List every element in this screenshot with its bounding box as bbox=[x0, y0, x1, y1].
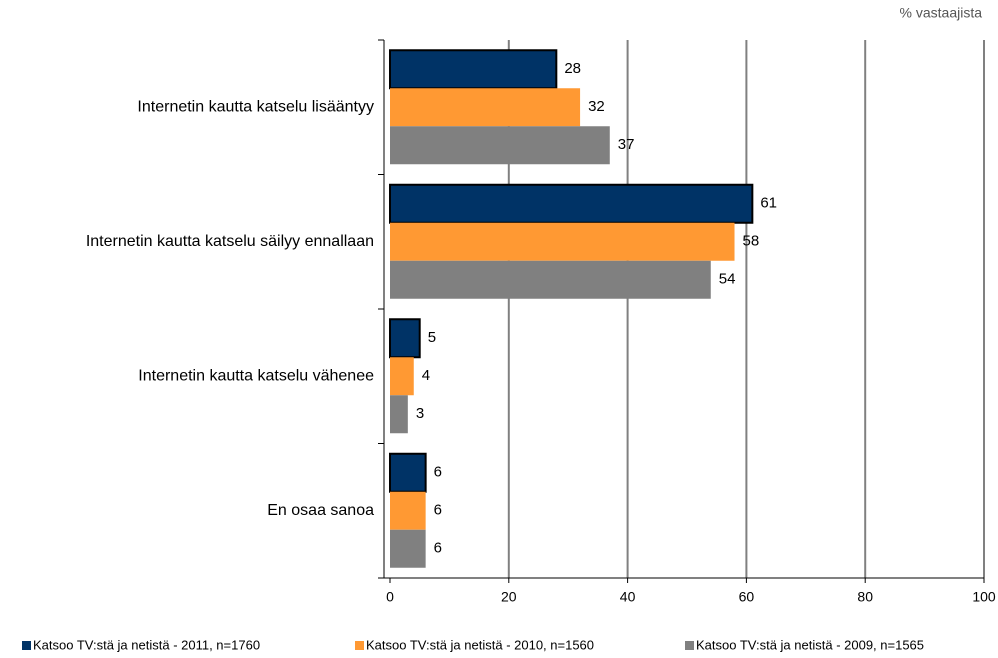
bar bbox=[390, 529, 426, 568]
bar bbox=[390, 395, 408, 434]
bar bbox=[390, 222, 735, 261]
unit-label: % vastaajista bbox=[900, 5, 983, 21]
data-label: 54 bbox=[719, 271, 736, 288]
data-label: 6 bbox=[434, 540, 442, 557]
bar bbox=[390, 491, 426, 530]
bar bbox=[390, 260, 711, 299]
bar bbox=[390, 88, 581, 127]
data-label: 58 bbox=[743, 233, 760, 250]
legend-label: Katsoo TV:stä ja netistä - 2009, n=1565 bbox=[696, 637, 924, 652]
x-tick-label: 0 bbox=[386, 589, 394, 605]
data-label: 32 bbox=[588, 98, 605, 115]
bar bbox=[389, 49, 558, 90]
legend-swatch bbox=[22, 641, 31, 650]
x-tick-label: 80 bbox=[857, 589, 873, 605]
x-tick-label: 40 bbox=[620, 589, 636, 605]
bar bbox=[389, 318, 421, 359]
bar bbox=[389, 183, 754, 224]
data-label: 6 bbox=[434, 464, 442, 481]
data-label: 5 bbox=[428, 329, 436, 346]
legend-swatch bbox=[355, 641, 364, 650]
bar bbox=[390, 126, 610, 165]
x-tick-label: 100 bbox=[972, 589, 996, 605]
bar bbox=[390, 357, 414, 396]
x-tick-label: 20 bbox=[501, 589, 517, 605]
legend-label: Katsoo TV:stä ja netistä - 2010, n=1560 bbox=[366, 637, 594, 652]
data-label: 6 bbox=[434, 502, 442, 519]
category-label: Internetin kautta katselu säilyy ennalla… bbox=[86, 233, 374, 250]
data-label: 37 bbox=[618, 136, 635, 153]
legend-label: Katsoo TV:stä ja netistä - 2011, n=1760 bbox=[33, 637, 260, 652]
category-label: En osaa sanoa bbox=[267, 502, 374, 519]
data-label: 3 bbox=[416, 405, 424, 422]
data-label: 61 bbox=[760, 195, 777, 212]
x-tick-label: 60 bbox=[739, 589, 755, 605]
data-label: 4 bbox=[422, 367, 430, 384]
data-label: 28 bbox=[564, 60, 581, 77]
category-label: Internetin kautta katselu lisääntyy bbox=[137, 98, 374, 115]
bar bbox=[389, 452, 427, 493]
legend-swatch bbox=[685, 641, 694, 650]
category-label: Internetin kautta katselu vähenee bbox=[138, 367, 374, 384]
